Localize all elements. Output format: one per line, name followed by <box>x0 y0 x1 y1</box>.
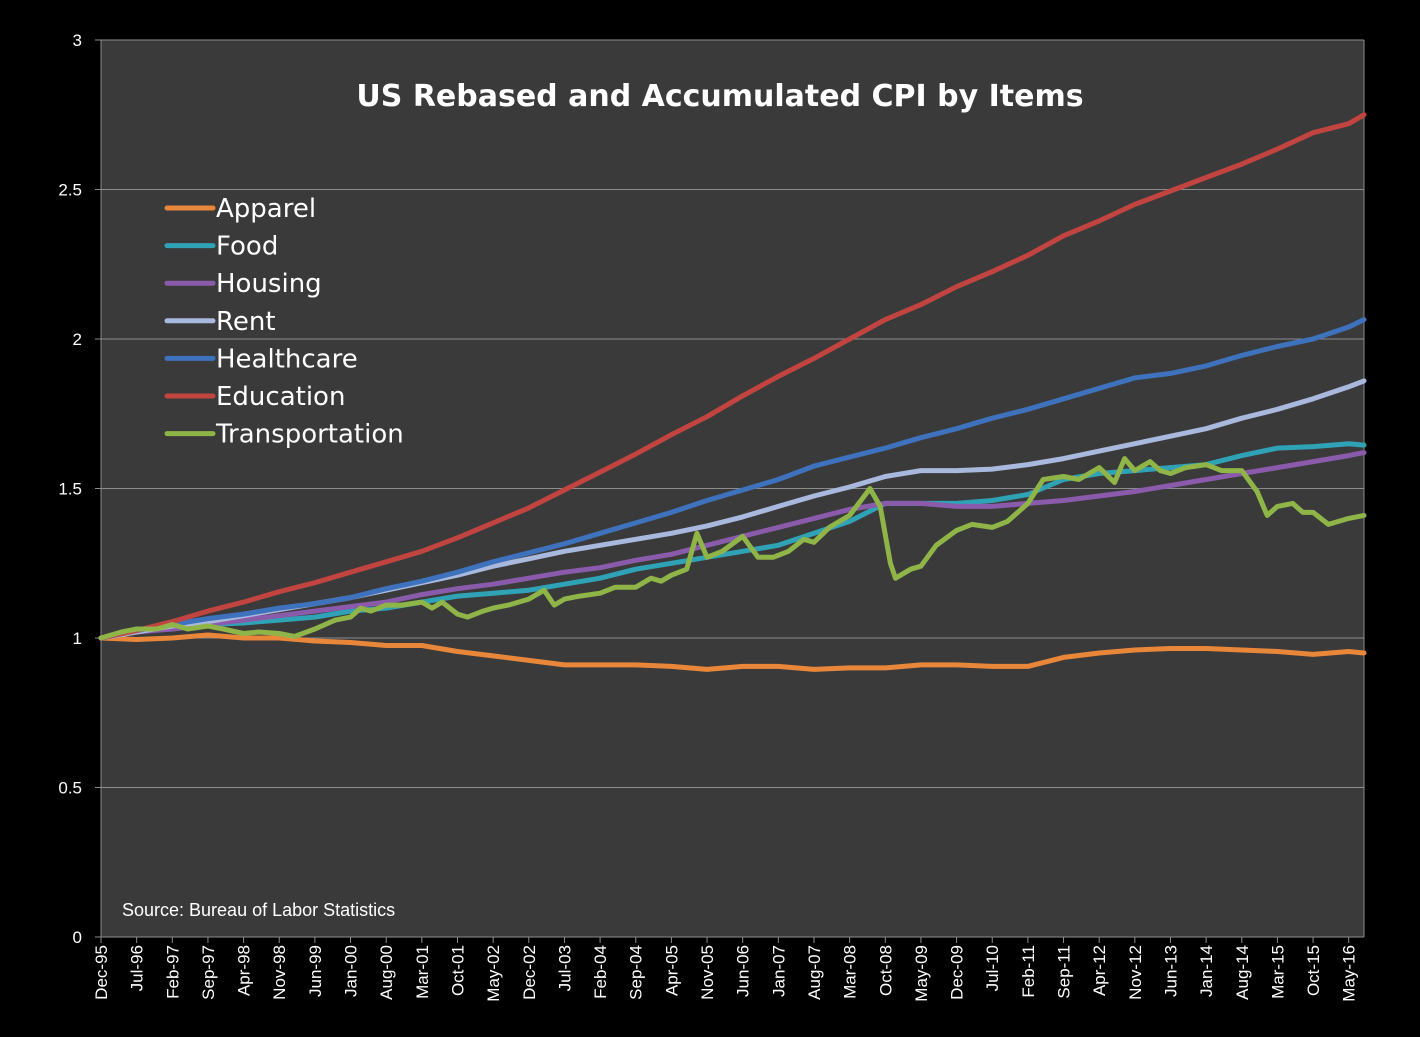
x-tick-label: Aug-07 <box>805 945 824 1000</box>
legend-label-rent: Rent <box>216 307 276 337</box>
x-tick-label: Aug-00 <box>377 945 396 1000</box>
x-tick-label: May-09 <box>912 945 931 1002</box>
x-tick-label: Feb-04 <box>591 945 610 999</box>
legend-label-transportation: Transportation <box>215 420 404 450</box>
x-tick-label: Aug-14 <box>1233 945 1252 1000</box>
x-tick-label: Oct-15 <box>1304 945 1323 996</box>
y-tick-label: 2 <box>73 330 82 349</box>
gridlines <box>101 39 1364 788</box>
legend: Apparel Food Housing Rent Healthcare Educatio… <box>164 194 404 450</box>
x-tick-label: Mar-15 <box>1268 945 1287 999</box>
x-tick-label: Feb-11 <box>1019 945 1038 998</box>
x-axis-ticks: Dec-95 Jul-96 Feb-97 Sep-97 Apr-98 Nov-98 Jun-… <box>92 937 1359 1002</box>
x-tick-label: Jan-14 <box>1197 945 1216 997</box>
series-line-education <box>98 112 1367 641</box>
y-tick-label: 0 <box>73 928 82 947</box>
x-tick-label: Sep-97 <box>199 945 218 1000</box>
y-tick-label: 0.5 <box>58 779 82 798</box>
legend-label-healthcare: Healthcare <box>216 344 358 374</box>
x-tick-label: Dec-95 <box>92 945 111 1000</box>
x-tick-label: Nov-05 <box>698 945 717 1000</box>
x-tick-label: Oct-08 <box>876 945 895 996</box>
legend-label-apparel: Apparel <box>216 194 316 224</box>
x-tick-label: May-16 <box>1340 945 1359 1002</box>
x-tick-label: Jun-13 <box>1161 945 1180 997</box>
x-tick-label: Jun-06 <box>734 945 753 997</box>
y-tick-label: 3 <box>73 31 82 50</box>
series-line-transportation <box>98 456 1367 641</box>
x-tick-label: Dec-02 <box>520 945 539 1000</box>
x-tick-label: Apr-05 <box>662 945 681 996</box>
x-tick-label: Nov-98 <box>270 945 289 1000</box>
series-line-food <box>98 441 1367 641</box>
x-tick-label: Jul-03 <box>555 945 574 991</box>
y-tick-label: 1.5 <box>58 480 82 499</box>
x-tick-label: Jul-96 <box>128 945 147 991</box>
x-tick-label: Sep-04 <box>627 945 646 1000</box>
x-tick-label: Apr-98 <box>235 945 254 996</box>
x-tick-label: Jan-07 <box>769 945 788 997</box>
x-tick-label: Feb-97 <box>163 945 182 999</box>
x-tick-label: Mar-01 <box>413 945 432 999</box>
chart-title: US Rebased and Accumulated CPI by Items <box>356 79 1083 114</box>
x-tick-label: May-02 <box>484 945 503 1002</box>
series-line-apparel <box>98 632 1367 672</box>
legend-label-education: Education <box>216 382 345 412</box>
x-tick-label: Nov-12 <box>1126 945 1145 1000</box>
data-series <box>98 112 1367 672</box>
source-annotation: Source: Bureau of Labor Statistics <box>122 900 395 920</box>
x-tick-label: Mar-08 <box>841 945 860 999</box>
x-tick-label: Oct-01 <box>448 945 467 996</box>
x-tick-label: Jan-00 <box>342 945 361 997</box>
x-tick-label: Dec-09 <box>948 945 967 1000</box>
x-tick-label: Apr-12 <box>1090 945 1109 996</box>
y-tick-label: 2.5 <box>58 181 82 200</box>
y-axis-ticks: 0 0.5 1 1.5 2 2.5 3 <box>58 31 101 947</box>
legend-label-food: Food <box>216 232 278 262</box>
legend-label-housing: Housing <box>216 269 322 299</box>
x-tick-label: Sep-11 <box>1055 945 1074 999</box>
x-tick-label: Jun-99 <box>306 945 325 997</box>
y-tick-label: 1 <box>73 629 82 648</box>
x-tick-label: Jul-10 <box>983 945 1002 991</box>
series-line-healthcare <box>98 317 1367 641</box>
